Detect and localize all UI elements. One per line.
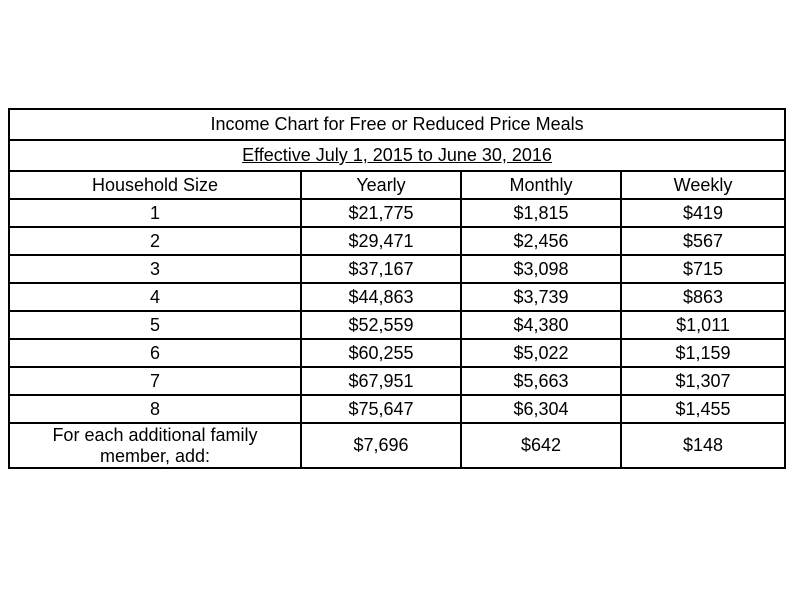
table-row: 2 $29,471 $2,456 $567	[8, 226, 787, 256]
table-row: 6 $60,255 $5,022 $1,159	[8, 338, 787, 368]
yearly-cell: $52,559	[300, 310, 462, 340]
monthly-cell: $5,663	[460, 366, 622, 396]
yearly-cell: $7,696	[300, 422, 462, 469]
monthly-cell: $4,380	[460, 310, 622, 340]
table-row: 8 $75,647 $6,304 $1,455	[8, 394, 787, 424]
household-size-cell: 4	[8, 282, 302, 312]
household-size-cell: 5	[8, 310, 302, 340]
col-header-weekly: Weekly	[619, 170, 787, 200]
monthly-cell: $1,815	[460, 198, 622, 228]
monthly-cell: $2,456	[460, 226, 622, 256]
weekly-cell: $567	[619, 226, 787, 256]
household-size-cell: 8	[8, 394, 302, 424]
monthly-cell: $642	[460, 422, 622, 469]
household-size-cell: 2	[8, 226, 302, 256]
table-row: 4 $44,863 $3,739 $863	[8, 282, 787, 312]
household-size-cell: 6	[8, 338, 302, 368]
col-header-monthly: Monthly	[460, 170, 622, 200]
yearly-cell: $67,951	[300, 366, 462, 396]
table-row: 5 $52,559 $4,380 $1,011	[8, 310, 787, 340]
weekly-cell: $863	[619, 282, 787, 312]
table-subtitle-row: Effective July 1, 2015 to June 30, 2016	[7, 139, 787, 172]
table-title-row: Income Chart for Free or Reduced Price M…	[7, 108, 787, 141]
table-row: 1 $21,775 $1,815 $419	[8, 198, 787, 228]
weekly-cell: $1,159	[619, 338, 787, 368]
table-row: 7 $67,951 $5,663 $1,307	[8, 366, 787, 396]
yearly-cell: $44,863	[300, 282, 462, 312]
weekly-cell: $1,011	[619, 310, 787, 340]
weekly-cell: $1,307	[619, 366, 787, 396]
income-table: Income Chart for Free or Reduced Price M…	[7, 108, 787, 469]
additional-member-label: For each additional family member, add:	[8, 422, 302, 469]
yearly-cell: $29,471	[300, 226, 462, 256]
monthly-cell: $6,304	[460, 394, 622, 424]
col-header-yearly: Yearly	[300, 170, 462, 200]
yearly-cell: $75,647	[300, 394, 462, 424]
weekly-cell: $1,455	[619, 394, 787, 424]
table-title: Income Chart for Free or Reduced Price M…	[7, 108, 787, 141]
household-size-cell: 1	[8, 198, 302, 228]
monthly-cell: $5,022	[460, 338, 622, 368]
yearly-cell: $37,167	[300, 254, 462, 284]
table-subtitle: Effective July 1, 2015 to June 30, 2016	[242, 145, 552, 165]
table-row: 3 $37,167 $3,098 $715	[8, 254, 787, 284]
household-size-cell: 3	[8, 254, 302, 284]
table-footer-row: For each additional family member, add: …	[8, 422, 787, 469]
table-header-row: Household Size Yearly Monthly Weekly	[8, 170, 787, 200]
weekly-cell: $715	[619, 254, 787, 284]
monthly-cell: $3,098	[460, 254, 622, 284]
weekly-cell: $419	[619, 198, 787, 228]
weekly-cell: $148	[619, 422, 787, 469]
yearly-cell: $60,255	[300, 338, 462, 368]
monthly-cell: $3,739	[460, 282, 622, 312]
household-size-cell: 7	[8, 366, 302, 396]
yearly-cell: $21,775	[300, 198, 462, 228]
table-subtitle-cell: Effective July 1, 2015 to June 30, 2016	[7, 139, 787, 172]
col-header-household-size: Household Size	[8, 170, 302, 200]
